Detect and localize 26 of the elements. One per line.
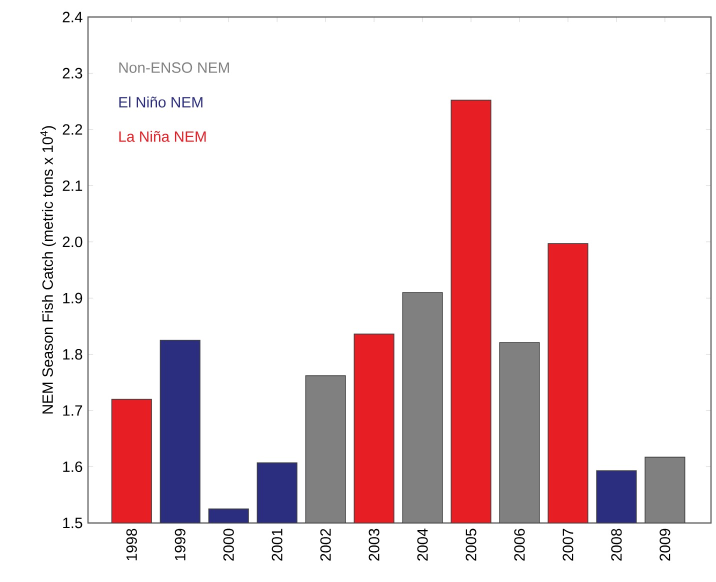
x-tick-label: 2001 xyxy=(272,528,282,561)
text: Non-ENSO NEM xyxy=(119,62,229,73)
x-tick-label: 2004 xyxy=(417,528,428,561)
y-tick-label: 1.5 xyxy=(63,518,82,528)
y-tick-label: 2.2 xyxy=(62,124,82,135)
y-tick-label: 2.3 xyxy=(62,68,82,79)
y-tick-label: 1.7 xyxy=(63,405,82,416)
text: La Niña NEM xyxy=(119,130,206,142)
x-tick-label: 2000 xyxy=(223,528,234,561)
x-tick-label: 2002 xyxy=(320,528,331,561)
x-tick-label: 2006 xyxy=(514,528,525,561)
y-tick-label: 1.6 xyxy=(63,461,82,472)
y-tick-label: 1.9 xyxy=(63,292,82,304)
y-axis-title: NEM Season Fish Catch (metric tons x 10$^{4}$) xyxy=(40,126,56,414)
y-tick-label: 2.0 xyxy=(62,236,82,248)
x-tick-label: 1999 xyxy=(174,528,186,560)
x-tick-label: 2007 xyxy=(562,528,574,561)
x-tick-label: 2008 xyxy=(611,528,622,561)
x-tick-label: 2005 xyxy=(466,528,476,561)
text: El Niño NEM xyxy=(119,96,202,108)
y-tick-label: 2.4 xyxy=(62,12,82,22)
x-tick-label: 1998 xyxy=(126,528,137,560)
x-tick-label: 2009 xyxy=(660,528,670,561)
y-tick-label: 1.8 xyxy=(63,349,82,360)
x-tick-label: 2003 xyxy=(368,528,380,561)
y-tick-label: 2.1 xyxy=(62,180,82,191)
